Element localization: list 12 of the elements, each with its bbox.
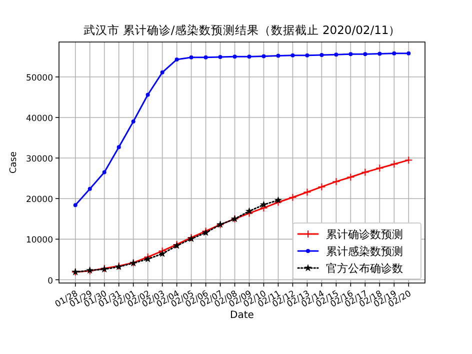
y-tick-label: 30000 [26, 154, 53, 165]
y-tick-label: 50000 [26, 73, 53, 84]
y-tick-label: 20000 [26, 195, 53, 206]
y-tick-label: 40000 [26, 114, 53, 124]
chart-title: 武汉市 累计确诊/感染数预测结果（数据截止 2020/02/11） [83, 23, 401, 37]
y-tick-label: 10000 [26, 236, 53, 246]
legend-label: 官方公布确诊数 [326, 262, 403, 275]
y-tick-label: 0 [48, 276, 53, 286]
legend-label: 累计感染数预测 [326, 245, 403, 258]
legend-label: 累计确诊数预测 [326, 228, 403, 241]
x-axis-title: Date [230, 310, 254, 321]
y-axis-title: Case [9, 151, 19, 174]
